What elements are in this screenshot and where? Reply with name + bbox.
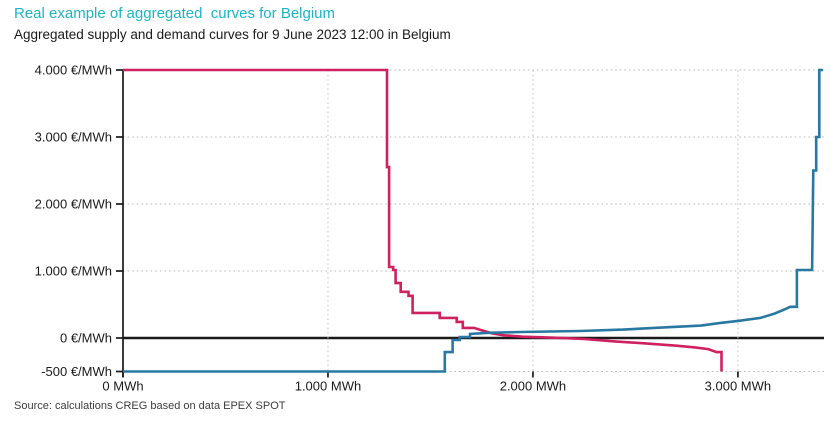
y-tick-label: 3.000 €/MWh	[35, 130, 112, 145]
x-tick-label: 0 MWh	[102, 379, 143, 394]
y-tick-label: 1.000 €/MWh	[35, 264, 112, 279]
source-note: Source: calculations CREG based on data …	[14, 400, 286, 412]
y-tick-label: -500 €/MWh	[41, 364, 112, 379]
y-tick-label: 0 €/MWh	[60, 331, 112, 346]
x-tick-label: 2.000 MWh	[500, 379, 566, 394]
demand-curve	[123, 68, 723, 372]
y-tick-label: 2.000 €/MWh	[35, 197, 112, 212]
supply-curve	[123, 68, 823, 373]
y-tick-label: 4.000 €/MWh	[35, 63, 112, 78]
x-tick-label: 3.000 MWh	[705, 379, 771, 394]
figure-title: Real example of aggregated curves for Be…	[14, 5, 336, 22]
x-tick-label: 1.000 MWh	[295, 379, 361, 394]
figure-subtitle: Aggregated supply and demand curves for …	[14, 27, 451, 42]
